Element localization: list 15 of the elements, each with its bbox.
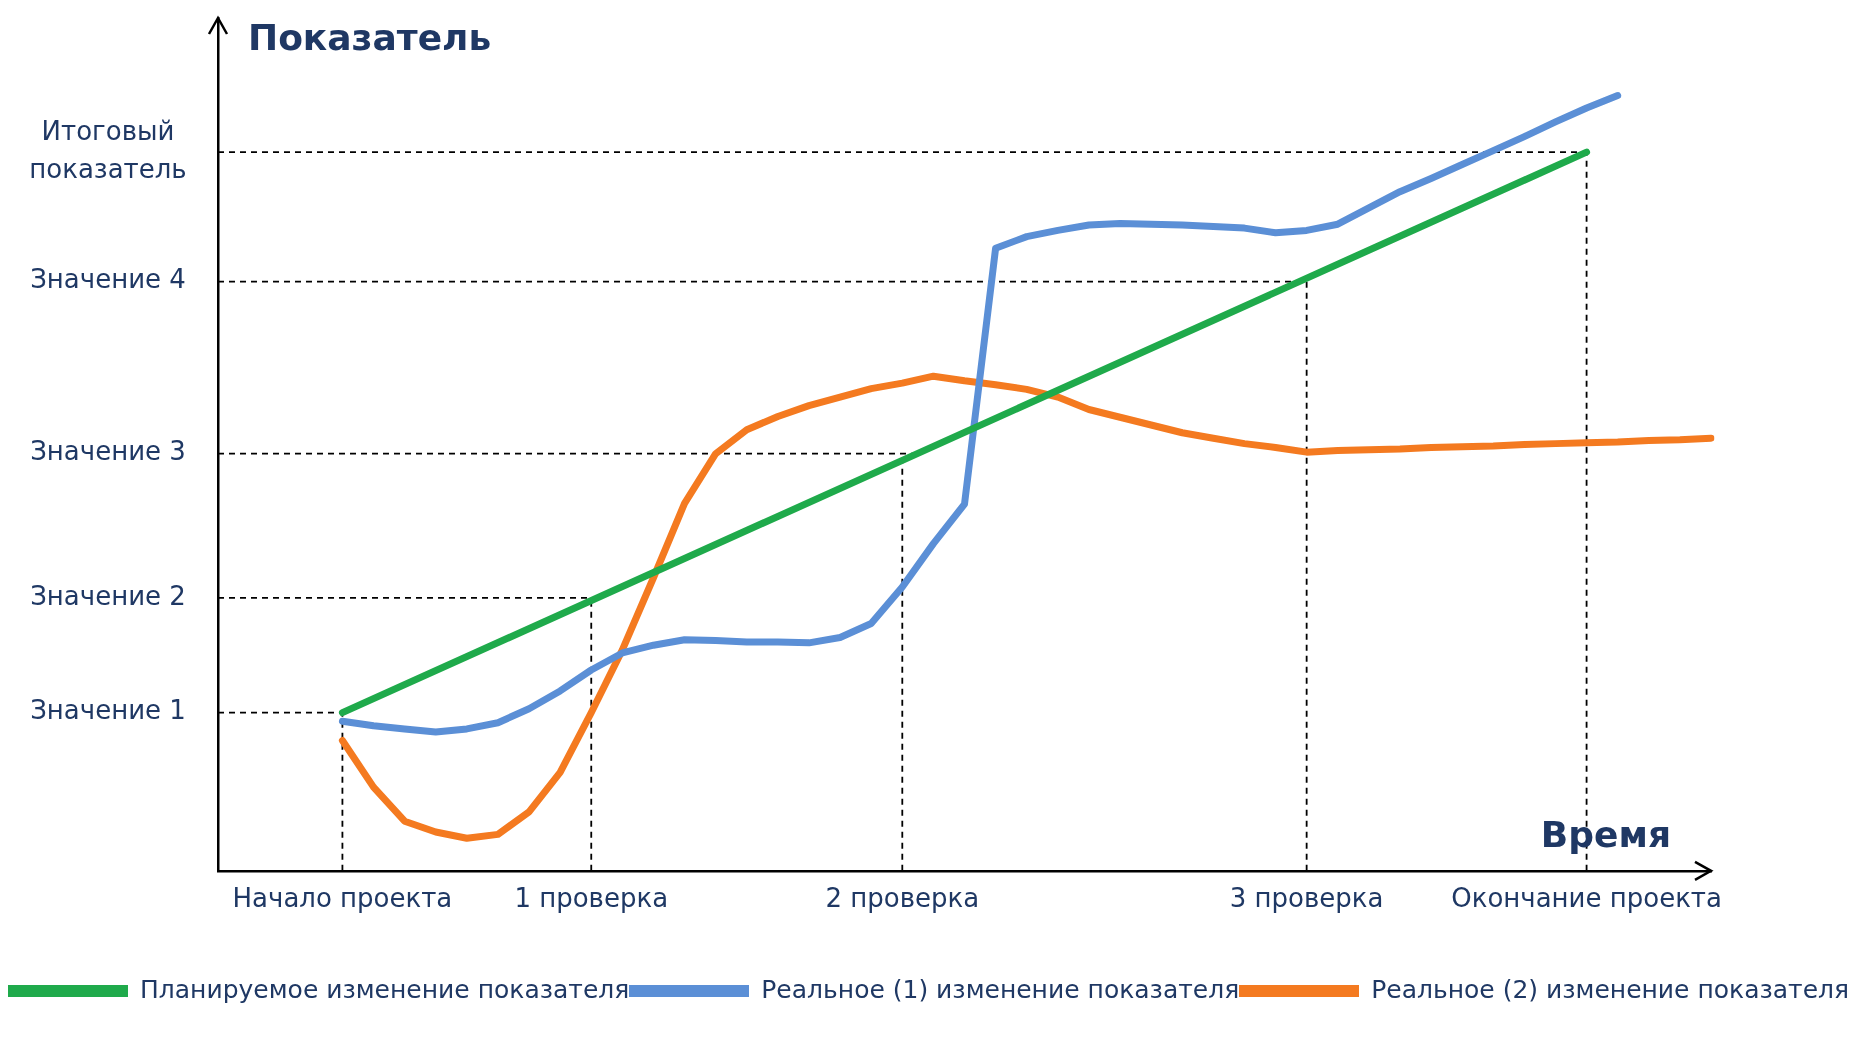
ref-line-label: Значение 4 [30, 264, 186, 295]
x-tick-label: 3 проверка [1229, 883, 1384, 914]
ref-line-label: Значение 3 [30, 436, 186, 467]
legend-label: Реальное (1) изменение показателя [761, 975, 1240, 1004]
legend-label: Реальное (2) изменение показателя [1371, 975, 1849, 1004]
x-tick-label: Окончание проекта [1451, 883, 1722, 914]
x-axis-title: Время [1540, 814, 1671, 856]
x-tick-label: 1 проверка [514, 883, 669, 914]
ref-line-label: Значение 2 [30, 580, 186, 611]
ref-line-label: Итоговый показатель [29, 115, 187, 184]
legend-label: Планируемое изменение показателя [140, 975, 630, 1004]
ref-line-label: Значение 1 [30, 695, 186, 726]
x-tick-label: 2 проверка [825, 883, 980, 914]
y-axis-title: Показатель [248, 17, 492, 59]
x-tick-label: Начало проекта [232, 883, 453, 914]
